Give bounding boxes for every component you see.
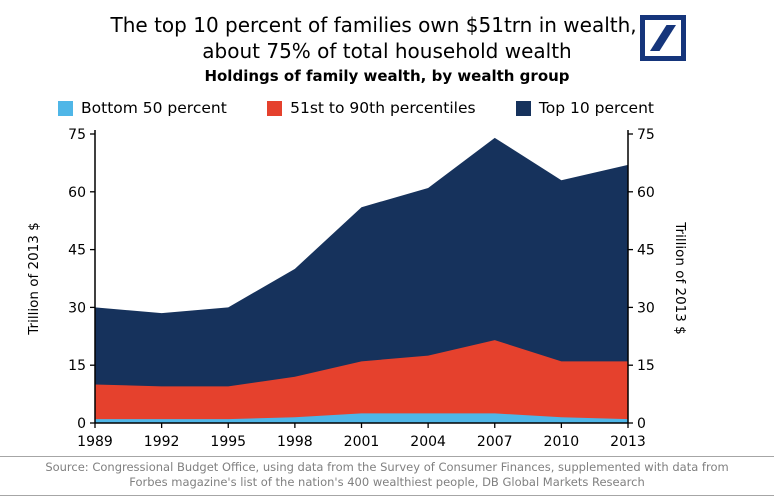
page-title: The top 10 percent of families own $51tr… bbox=[110, 13, 664, 63]
x-tick-label: 2004 bbox=[410, 434, 446, 450]
y-axis-title-right: Trillion of 2013 $ bbox=[672, 221, 688, 334]
y-tick-label-left: 30 bbox=[68, 300, 86, 316]
y-tick-label-right: 75 bbox=[637, 127, 655, 143]
x-tick-label: 2013 bbox=[610, 434, 646, 450]
logo-slash-icon bbox=[650, 25, 676, 51]
source-line-1: Source: Congressional Budget Office, usi… bbox=[45, 459, 729, 474]
y-tick-label-left: 60 bbox=[68, 185, 86, 201]
y-tick-label-right: 60 bbox=[637, 185, 655, 201]
x-tick-label: 2007 bbox=[477, 434, 513, 450]
source-note: Source: Congressional Budget Office, usi… bbox=[0, 455, 774, 496]
y-tick-label-left: 0 bbox=[77, 416, 86, 432]
chart-area: 0 0 15 15 30 30 45 45 60 60 75 75 1989 1992 1995 1998 20… bbox=[0, 121, 774, 459]
legend-label-top-10-percent: Top 10 percent bbox=[538, 99, 654, 117]
area-series-0 bbox=[95, 413, 628, 423]
y-tick-label-right: 30 bbox=[637, 300, 655, 316]
y-tick-label-left: 45 bbox=[68, 243, 86, 259]
legend-item-bottom-50-percent: Bottom 50 percent bbox=[58, 99, 227, 117]
y-tick-label-right: 45 bbox=[637, 243, 655, 259]
x-tick-label: 1989 bbox=[77, 434, 113, 450]
x-tick-label: 2010 bbox=[544, 434, 580, 450]
chart-title: Holdings of family wealth, by wealth gro… bbox=[204, 67, 570, 85]
legend-swatch-bottom-50-percent bbox=[58, 100, 73, 116]
x-tick-label: 1992 bbox=[144, 434, 180, 450]
y-axis-title-left: Trillion of 2013 $ bbox=[26, 222, 42, 335]
y-tick-label-left: 75 bbox=[68, 127, 86, 143]
legend: Bottom 50 percent 51st to 90th percentil… bbox=[58, 99, 654, 117]
legend-label-bottom-50-percent: Bottom 50 percent bbox=[81, 99, 227, 117]
y-tick-label-right: 0 bbox=[637, 416, 646, 432]
wealth-area-chart: 0 0 15 15 30 30 45 45 60 60 75 75 1989 1992 1995 1998 20… bbox=[26, 127, 688, 450]
legend-swatch-51st-to-90th-percentiles bbox=[267, 100, 283, 116]
y-tick-label-left: 15 bbox=[68, 358, 86, 374]
legend-label-51st-to-90th-percentiles: 51st to 90th percentiles bbox=[290, 99, 476, 117]
y-tick-label-right: 15 bbox=[637, 358, 655, 374]
x-tick-label: 2001 bbox=[344, 434, 380, 450]
legend-item-top-10-percent: Top 10 percent bbox=[515, 99, 654, 117]
source-line-2: Forbes magazine's list of the nation's 4… bbox=[129, 475, 645, 490]
deutsche-bank-logo bbox=[640, 15, 686, 61]
legend-swatch-top-10-percent bbox=[515, 100, 531, 116]
legend-item-51st-to-90th-percentiles: 51st to 90th percentiles bbox=[267, 99, 476, 117]
x-tick-label: 1998 bbox=[277, 434, 313, 450]
area-series-1 bbox=[95, 340, 628, 423]
x-tick-label: 1995 bbox=[210, 434, 246, 450]
